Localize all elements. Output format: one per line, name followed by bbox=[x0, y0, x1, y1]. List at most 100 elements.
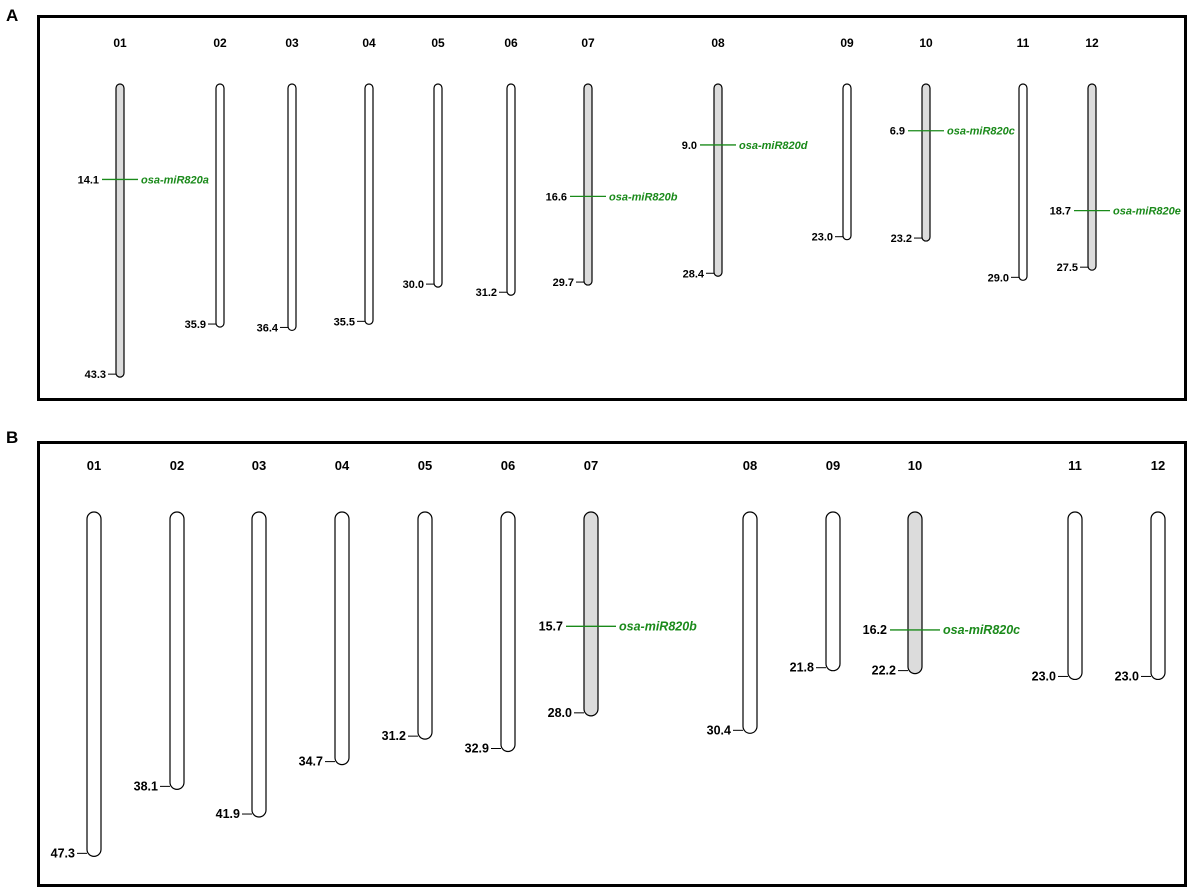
chromosome-length-label: 23.2 bbox=[891, 233, 912, 245]
chromosome-length-label: 36.4 bbox=[257, 322, 279, 334]
mirna-gene-label: osa-miR820a bbox=[141, 174, 209, 186]
chromosome-label: 07 bbox=[581, 36, 595, 50]
marker-position-label: 16.2 bbox=[863, 623, 887, 637]
chromosome-08: 08 30.4 bbox=[707, 458, 758, 737]
chromosome-body bbox=[842, 83, 852, 241]
chromosome-body bbox=[334, 511, 350, 766]
chromosome-length-label: 30.0 bbox=[403, 279, 424, 291]
chromosome-length-label: 35.5 bbox=[334, 316, 355, 328]
chromosome-length-label: 47.3 bbox=[51, 846, 75, 860]
chromosome-length-label: 31.2 bbox=[382, 729, 406, 743]
chromosome-body bbox=[907, 511, 923, 675]
panel-a-letter: A bbox=[6, 6, 19, 25]
chromosome-body bbox=[364, 83, 374, 325]
chromosome-label: 03 bbox=[252, 458, 266, 473]
chromosome-length-label: 23.0 bbox=[812, 232, 833, 244]
chromosome-label: 09 bbox=[826, 458, 840, 473]
chromosome-body bbox=[500, 511, 516, 753]
mirna-gene-label: osa-miR820c bbox=[947, 126, 1015, 138]
chromosome-body bbox=[1067, 511, 1083, 681]
chromosome-label: 09 bbox=[840, 36, 854, 50]
chromosome-body bbox=[287, 83, 297, 332]
chromosome-label: 07 bbox=[584, 458, 598, 473]
chromosome-01: 01 47.3 bbox=[51, 458, 102, 860]
chromosome-09: 09 21.8 bbox=[790, 458, 841, 675]
chromosome-03: 03 41.9 bbox=[216, 458, 267, 821]
chromosome-body bbox=[1018, 83, 1028, 281]
panel-b-letter: B bbox=[6, 428, 19, 447]
chromosome-12: 12 23.0 bbox=[1115, 458, 1166, 683]
chromosome-05: 05 30.0 bbox=[403, 36, 445, 291]
chromosome-length-label: 28.0 bbox=[548, 706, 572, 720]
chromosome-07: 07 28.0 15.7 osa-miR820b bbox=[539, 458, 698, 720]
mirna-gene-label: osa-miR820b bbox=[619, 619, 697, 633]
chromosome-body bbox=[583, 83, 593, 286]
chromosome-body bbox=[742, 511, 758, 734]
chromosome-label: 06 bbox=[504, 36, 518, 50]
chromosome-body bbox=[86, 511, 102, 857]
chromosome-length-label: 23.0 bbox=[1032, 669, 1056, 683]
chromosome-length-label: 41.9 bbox=[216, 807, 240, 821]
chromosome-label: 03 bbox=[285, 36, 299, 50]
chromosome-03: 03 36.4 bbox=[257, 36, 299, 334]
marker-position-label: 15.7 bbox=[539, 619, 563, 633]
chromosome-length-label: 38.1 bbox=[134, 779, 158, 793]
panel-a-frame bbox=[37, 15, 1187, 401]
chromosome-label: 01 bbox=[113, 36, 127, 50]
chromosome-label: 02 bbox=[170, 458, 184, 473]
chromosome-07: 07 29.7 16.6 osa-miR820b bbox=[546, 36, 678, 289]
chromosome-label: 01 bbox=[87, 458, 101, 473]
chromosome-label: 04 bbox=[362, 36, 376, 50]
chromosome-10: 10 23.2 6.9 osa-miR820c bbox=[890, 36, 1015, 245]
chromosome-05: 05 31.2 bbox=[382, 458, 433, 743]
chromosome-label: 08 bbox=[743, 458, 757, 473]
chromosome-10: 10 22.2 16.2 osa-miR820c bbox=[863, 458, 1021, 678]
chromosome-body bbox=[825, 511, 841, 672]
chromosome-body bbox=[713, 83, 723, 277]
chromosome-body bbox=[115, 83, 125, 378]
chromosome-length-label: 30.4 bbox=[707, 723, 731, 737]
chromosome-length-label: 29.0 bbox=[988, 272, 1009, 284]
marker-position-label: 18.7 bbox=[1050, 206, 1071, 218]
marker-position-label: 16.6 bbox=[546, 191, 567, 203]
chromosome-body bbox=[417, 511, 433, 740]
chromosome-label: 10 bbox=[908, 458, 922, 473]
chromosome-label: 05 bbox=[431, 36, 445, 50]
chromosome-length-label: 28.4 bbox=[683, 268, 705, 280]
chromosome-label: 06 bbox=[501, 458, 515, 473]
chromosome-body bbox=[169, 511, 185, 790]
chromosome-length-label: 34.7 bbox=[299, 755, 323, 769]
panel-b-frame bbox=[37, 441, 1187, 887]
chromosome-length-label: 22.2 bbox=[872, 664, 896, 678]
chromosome-label: 11 bbox=[1068, 458, 1082, 473]
marker-position-label: 6.9 bbox=[890, 126, 905, 138]
chromosome-06: 06 32.9 bbox=[465, 458, 516, 756]
chromosome-04: 04 35.5 bbox=[334, 36, 376, 328]
mirna-gene-label: osa-miR820b bbox=[609, 191, 678, 203]
chromosome-label: 10 bbox=[919, 36, 933, 50]
chromosome-06: 06 31.2 bbox=[476, 36, 518, 299]
chromosome-08: 08 28.4 9.0 osa-miR820d bbox=[682, 36, 808, 280]
chromosome-label: 12 bbox=[1151, 458, 1165, 473]
chromosome-length-label: 23.0 bbox=[1115, 669, 1139, 683]
chromosome-12: 12 27.5 18.7 osa-miR820e bbox=[1050, 36, 1181, 274]
marker-position-label: 9.0 bbox=[682, 140, 697, 152]
chromosome-label: 11 bbox=[1017, 36, 1030, 50]
chromosome-length-label: 21.8 bbox=[790, 661, 814, 675]
chromosome-body bbox=[1087, 83, 1097, 271]
chromosome-01: 01 43.3 14.1 osa-miR820a bbox=[78, 36, 209, 381]
marker-position-label: 14.1 bbox=[78, 174, 99, 186]
chromosome-11: 11 29.0 bbox=[988, 36, 1030, 284]
chromosome-body bbox=[215, 83, 225, 328]
chromosome-length-label: 43.3 bbox=[85, 369, 106, 381]
chromosome-length-label: 32.9 bbox=[465, 742, 489, 756]
mirna-gene-label: osa-miR820e bbox=[1113, 206, 1181, 218]
chromosome-label: 02 bbox=[213, 36, 227, 50]
chromosome-length-label: 31.2 bbox=[476, 287, 497, 299]
chromosome-02: 02 35.9 bbox=[185, 36, 227, 331]
chromosome-label: 04 bbox=[335, 458, 350, 473]
chromosome-body bbox=[506, 83, 516, 296]
chromosome-label: 05 bbox=[418, 458, 432, 473]
